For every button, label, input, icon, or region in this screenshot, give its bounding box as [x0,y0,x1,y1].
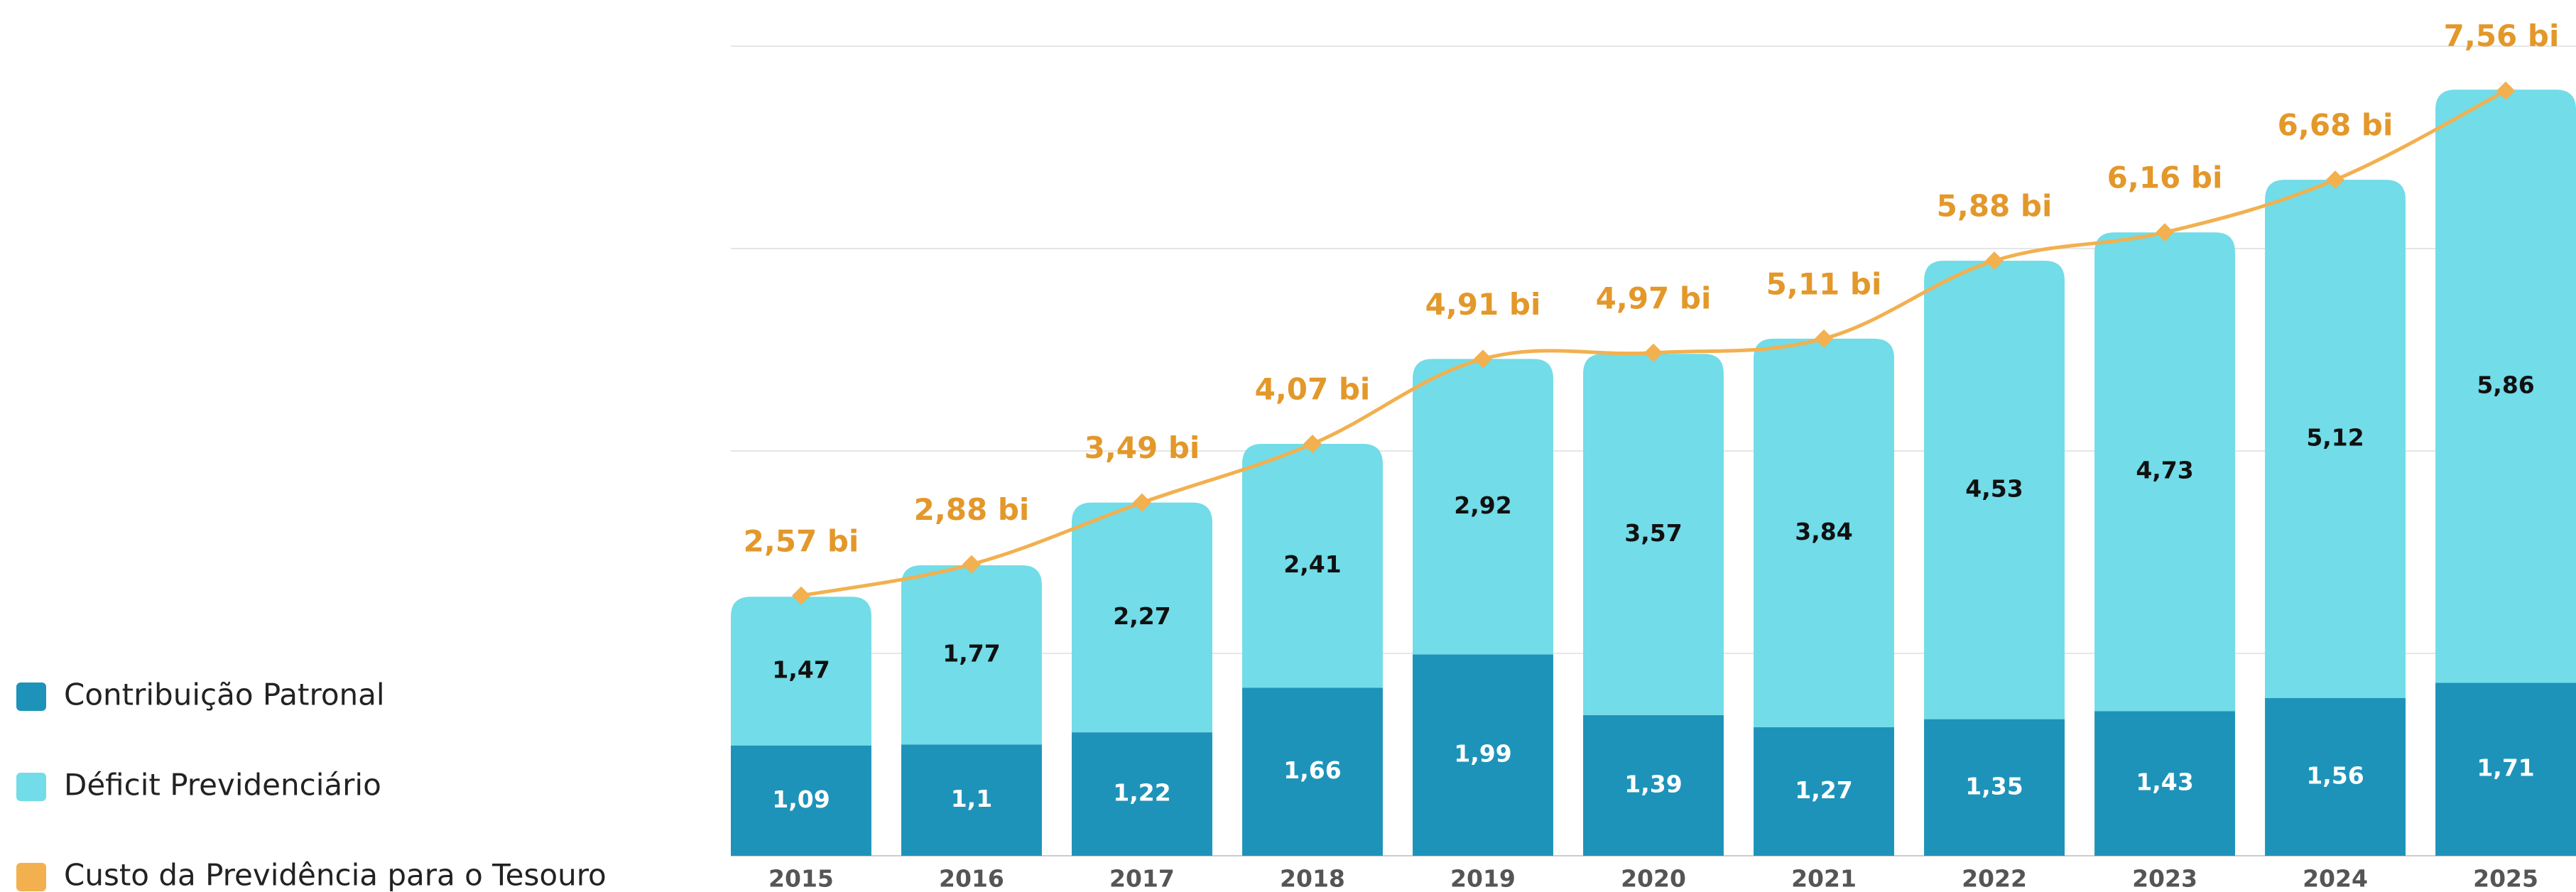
data-label: 2,27 [1113,602,1170,630]
data-label: 1,43 [2136,768,2193,796]
x-tick-label: 2016 [939,865,1004,892]
legend-label: Contribuição Patronal [64,678,385,712]
data-label: 2,41 [1283,550,1341,578]
data-label: 1,56 [2306,761,2364,789]
total-label: 4,97 bi [1596,281,1712,315]
total-label: 2,57 bi [744,523,859,558]
x-tick-label: 2019 [1450,865,1516,892]
line-marker [2156,223,2175,242]
data-label: 1,99 [1454,740,1511,768]
x-tick-label: 2017 [1109,865,1175,892]
bar [1754,727,1894,856]
bar [1072,502,1212,733]
data-label: 1,71 [2477,754,2534,782]
line-marker [962,555,981,574]
bar [1754,338,1894,728]
data-label: 1,09 [772,785,830,813]
x-tick-label: 2021 [1791,865,1857,892]
bar [731,745,871,856]
legend-label: Custo da Previdência para o Tesouro [64,858,607,892]
line-marker [2326,170,2345,190]
x-tick-label: 2015 [768,865,834,892]
total-label: 7,56 bi [2444,18,2560,53]
total-label: 5,11 bi [1766,266,1882,301]
bar [1242,687,1383,856]
data-label: 1,22 [1113,779,1170,807]
data-label: 1,66 [1283,756,1341,784]
total-label: 3,49 bi [1085,430,1200,465]
bar [2094,711,2235,856]
x-tick-label: 2025 [2473,865,2538,892]
data-label: 4,73 [2136,457,2193,484]
line-marker [1132,493,1151,512]
x-tick-label: 2024 [2303,865,2368,892]
data-label: 1,47 [772,656,830,683]
data-label: 5,12 [2306,423,2364,451]
line-marker [1985,251,2004,271]
bar [1924,261,2065,719]
bar [1924,719,2065,856]
bar [2435,682,2576,856]
x-tick-label: 2023 [2132,865,2197,892]
line-marker [1303,435,1322,454]
bar [1072,732,1212,856]
bar [901,565,1042,745]
bar [2265,697,2406,856]
bar [1583,714,1724,856]
total-label: 6,68 bi [2278,108,2393,143]
bar [1413,654,1553,856]
legend-swatch [16,682,46,711]
legend-swatch [16,773,46,801]
bar [1583,354,1724,715]
line-marker [2496,81,2516,100]
data-label: 3,84 [1795,518,1852,545]
data-label: 1,39 [1624,770,1682,798]
line-marker [1473,349,1492,369]
x-tick-label: 2020 [1621,865,1686,892]
data-label: 2,92 [1454,491,1511,519]
total-label: 2,88 bi [914,492,1030,527]
bar [2435,89,2576,683]
total-label: 4,91 bi [1425,287,1541,322]
data-label: 4,53 [1965,474,2023,502]
x-tick-label: 2018 [1280,865,1345,892]
data-label: 1,27 [1795,776,1852,804]
total-label: 6,16 bi [2107,161,2223,195]
x-tick-label: 2022 [1962,865,2027,892]
data-label: 3,57 [1624,519,1682,547]
bar [901,744,1042,856]
bar [2265,180,2406,698]
bar [731,597,871,746]
data-label: 5,86 [2477,371,2534,398]
legend-swatch [16,863,46,891]
legend-label: Déficit Previdenciário [64,768,381,803]
total-label: 5,88 bi [1937,189,2053,224]
bar [2094,232,2235,712]
line-marker [1644,343,1663,362]
line-marker [1815,329,1834,348]
data-label: 1,1 [951,785,992,812]
bar [1242,444,1383,688]
data-label: 1,77 [942,640,1000,668]
data-label: 1,35 [1965,772,2023,800]
line-marker [791,586,810,605]
total-label: 4,07 bi [1255,372,1371,407]
bar [1413,359,1553,655]
